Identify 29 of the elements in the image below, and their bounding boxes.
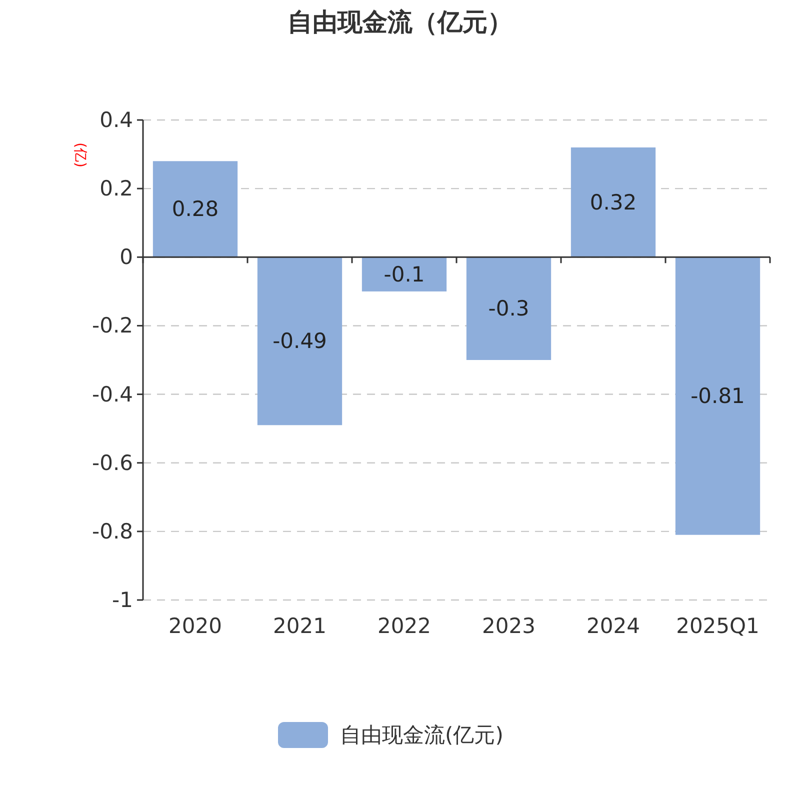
data-label: -0.1: [384, 262, 425, 286]
data-label: -0.3: [488, 296, 530, 321]
y-tick-label: -1: [112, 588, 133, 612]
data-label: 0.28: [172, 197, 219, 222]
bar: [466, 257, 552, 360]
data-label: -0.49: [272, 329, 327, 354]
bar: [257, 257, 342, 426]
x-tick-label: 2021: [273, 614, 326, 638]
bar: [362, 257, 447, 292]
y-tick-label: -0.2: [92, 314, 133, 338]
y-tick-label: 0: [120, 245, 133, 270]
y-tick-label: 0.4: [100, 108, 133, 132]
x-tick-label: 2023: [482, 614, 536, 638]
bar: [570, 147, 656, 258]
y-axis-title: (亿): [72, 142, 88, 168]
x-tick-label: 2025Q1: [676, 614, 760, 638]
x-tick-label: 2022: [378, 614, 431, 638]
bar: [675, 257, 760, 535]
y-tick-label: -0.8: [92, 519, 133, 544]
y-tick-label: -0.6: [92, 450, 133, 475]
data-label: -0.81: [690, 384, 745, 408]
bar: [152, 161, 238, 258]
data-label: 0.32: [590, 190, 637, 214]
chart-title: 自由现金流（亿元）: [288, 8, 512, 36]
y-tick-label: 0.2: [100, 176, 133, 201]
y-tick-label: -0.4: [92, 382, 133, 406]
legend-label: 自由现金流(亿元): [340, 723, 504, 747]
x-tick-label: 2020: [168, 614, 222, 638]
x-tick-label: 2024: [586, 614, 640, 638]
